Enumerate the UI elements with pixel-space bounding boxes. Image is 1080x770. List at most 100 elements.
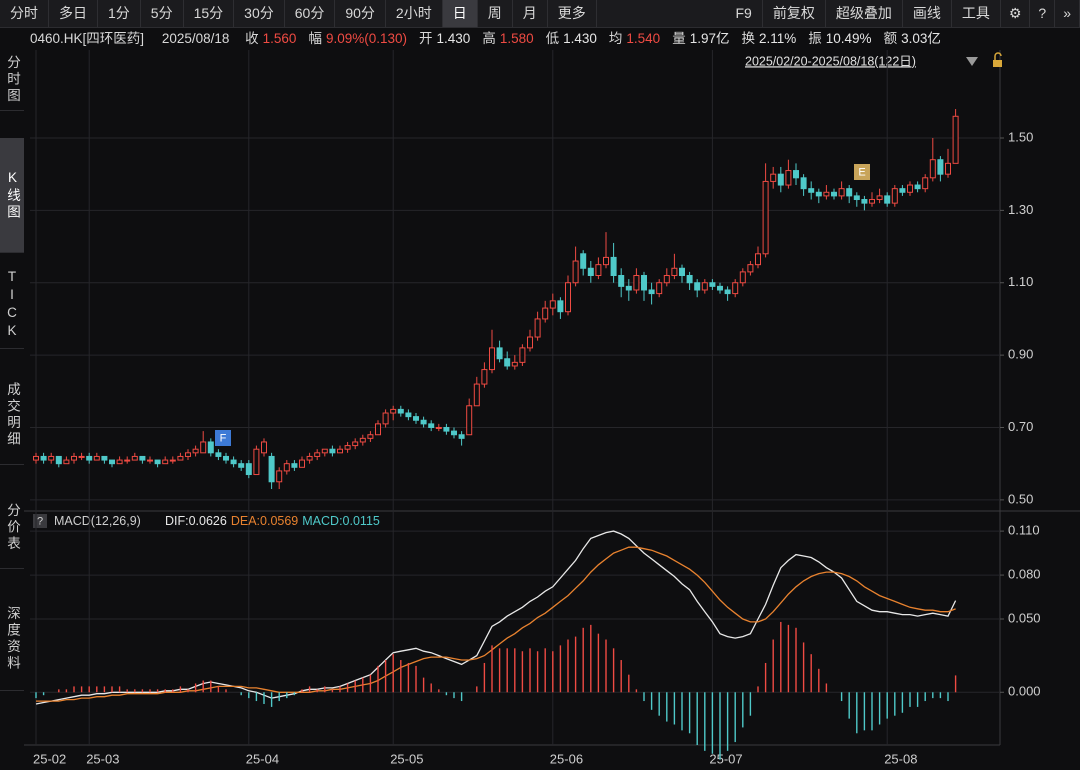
tool-button[interactable]: 前复权 bbox=[763, 0, 826, 27]
candle-body bbox=[580, 253, 587, 269]
side-tab[interactable]: 分价表 bbox=[0, 488, 24, 569]
annotation-box bbox=[215, 430, 231, 446]
quote-label: 换 bbox=[741, 31, 755, 46]
quote-value: 1.97亿 bbox=[689, 31, 730, 46]
candle-body bbox=[154, 459, 161, 465]
y-tick-label: 1.50 bbox=[1008, 129, 1033, 144]
side-tab[interactable]: 分时图 bbox=[0, 50, 24, 111]
candle-body bbox=[443, 426, 450, 432]
candle-body bbox=[63, 459, 70, 465]
candle-body bbox=[458, 434, 465, 439]
candle-body bbox=[907, 184, 913, 193]
candle-body bbox=[891, 188, 898, 204]
candle-body bbox=[679, 267, 685, 277]
tool-button[interactable]: 画线 bbox=[903, 0, 952, 27]
side-tab[interactable]: K线图 bbox=[0, 138, 24, 253]
side-tab[interactable]: 深度资料 bbox=[0, 588, 24, 691]
candle-body bbox=[299, 459, 305, 468]
y-tick-label: 0.90 bbox=[1008, 347, 1033, 362]
symbol: 0460.HK[四环医药] bbox=[30, 31, 145, 46]
annotation[interactable]: F bbox=[215, 430, 231, 446]
candle-body bbox=[717, 285, 723, 291]
period-tab[interactable]: 15分 bbox=[184, 0, 235, 27]
candle-body bbox=[739, 271, 746, 284]
candle-body bbox=[352, 441, 359, 447]
period-tab[interactable]: 2小时 bbox=[386, 0, 443, 27]
tool-button[interactable]: F9 bbox=[726, 0, 763, 27]
dropdown-arrow[interactable] bbox=[966, 57, 978, 66]
candle-body bbox=[762, 180, 769, 255]
candle-body bbox=[86, 455, 93, 461]
candle-body bbox=[618, 275, 625, 287]
candle-body bbox=[71, 455, 77, 461]
candle-body bbox=[777, 173, 784, 186]
period-tab[interactable]: 多日 bbox=[49, 0, 98, 27]
period-tab[interactable]: 日 bbox=[442, 0, 478, 27]
candle-body bbox=[116, 459, 123, 465]
candle-body bbox=[846, 188, 853, 197]
period-tab[interactable]: 30分 bbox=[234, 0, 285, 27]
candle-body bbox=[937, 159, 944, 175]
candle-body bbox=[473, 383, 480, 407]
candle-body bbox=[496, 347, 503, 360]
candle-body bbox=[929, 159, 936, 179]
period-tab[interactable]: 更多 bbox=[548, 0, 597, 27]
toolbar: 分时 多日 1分 5分 15分 30分 60分 90分 2小时日周月更多 F9 前复权 超级叠加 画线工… bbox=[0, 0, 1080, 28]
period-tab[interactable]: 60分 bbox=[285, 0, 336, 27]
candle-body bbox=[101, 455, 108, 461]
candle-body bbox=[93, 455, 100, 461]
icon-button[interactable]: » bbox=[1055, 0, 1080, 27]
candle-body bbox=[230, 459, 237, 465]
candle-body bbox=[466, 405, 473, 436]
lock-icon[interactable] bbox=[993, 60, 1002, 67]
candle-body bbox=[367, 434, 374, 439]
candle-body bbox=[656, 282, 663, 295]
candle-body bbox=[215, 452, 222, 457]
candle-body bbox=[945, 162, 951, 175]
candle-body bbox=[245, 463, 252, 476]
period-tab[interactable]: 1分 bbox=[98, 0, 141, 27]
icon-button[interactable]: ? bbox=[1030, 0, 1056, 27]
candle-body bbox=[641, 275, 647, 291]
candle-body bbox=[413, 416, 419, 421]
quote-label: 幅 bbox=[308, 31, 322, 46]
candle-body bbox=[169, 459, 176, 462]
period-tab[interactable]: 周 bbox=[478, 0, 513, 27]
candle-body bbox=[603, 256, 609, 266]
quote-value: 2.11% bbox=[758, 31, 797, 46]
period-tab[interactable]: 月 bbox=[513, 0, 548, 27]
quote-value: 9.09%(0.130) bbox=[325, 31, 408, 46]
candle-body bbox=[884, 195, 891, 204]
side-tab[interactable]: TICK bbox=[0, 262, 24, 349]
quote-label: 量 bbox=[672, 31, 686, 46]
candle-body bbox=[869, 199, 875, 204]
candle-body bbox=[420, 419, 427, 425]
annotation-text: F bbox=[220, 432, 227, 444]
candle-body bbox=[519, 347, 526, 363]
icon-button[interactable]: ⚙ bbox=[1001, 0, 1031, 27]
quote-label: 高 bbox=[482, 31, 496, 46]
tool-button[interactable]: 超级叠加 bbox=[826, 0, 903, 27]
y-tick-label: 1.10 bbox=[1008, 274, 1033, 289]
date-range[interactable]: 2025/02/20-2025/08/18(122日) bbox=[745, 54, 916, 68]
x-tick-label: 25-06 bbox=[550, 751, 583, 766]
side-tab[interactable]: 成交明细 bbox=[0, 366, 24, 465]
candle-body bbox=[382, 412, 389, 425]
candle-body bbox=[952, 115, 959, 164]
candle-body bbox=[808, 188, 815, 193]
period-tab[interactable]: 90分 bbox=[335, 0, 386, 27]
annotation[interactable]: E bbox=[854, 164, 870, 180]
tool-group: F9 前复权 超级叠加 画线 工具 ⚙?» bbox=[725, 0, 1080, 27]
period-tab[interactable]: 5分 bbox=[141, 0, 184, 27]
tool-button[interactable]: 工具 bbox=[952, 0, 1001, 27]
candle-body bbox=[815, 191, 822, 197]
candle-body bbox=[405, 412, 412, 418]
period-tab[interactable]: 分时 bbox=[0, 0, 49, 27]
candle-body bbox=[755, 253, 761, 266]
quote-label: 低 bbox=[545, 31, 560, 46]
candle-body bbox=[671, 267, 678, 277]
macd-line bbox=[35, 530, 957, 705]
quote-value: 1.580 bbox=[499, 31, 534, 46]
